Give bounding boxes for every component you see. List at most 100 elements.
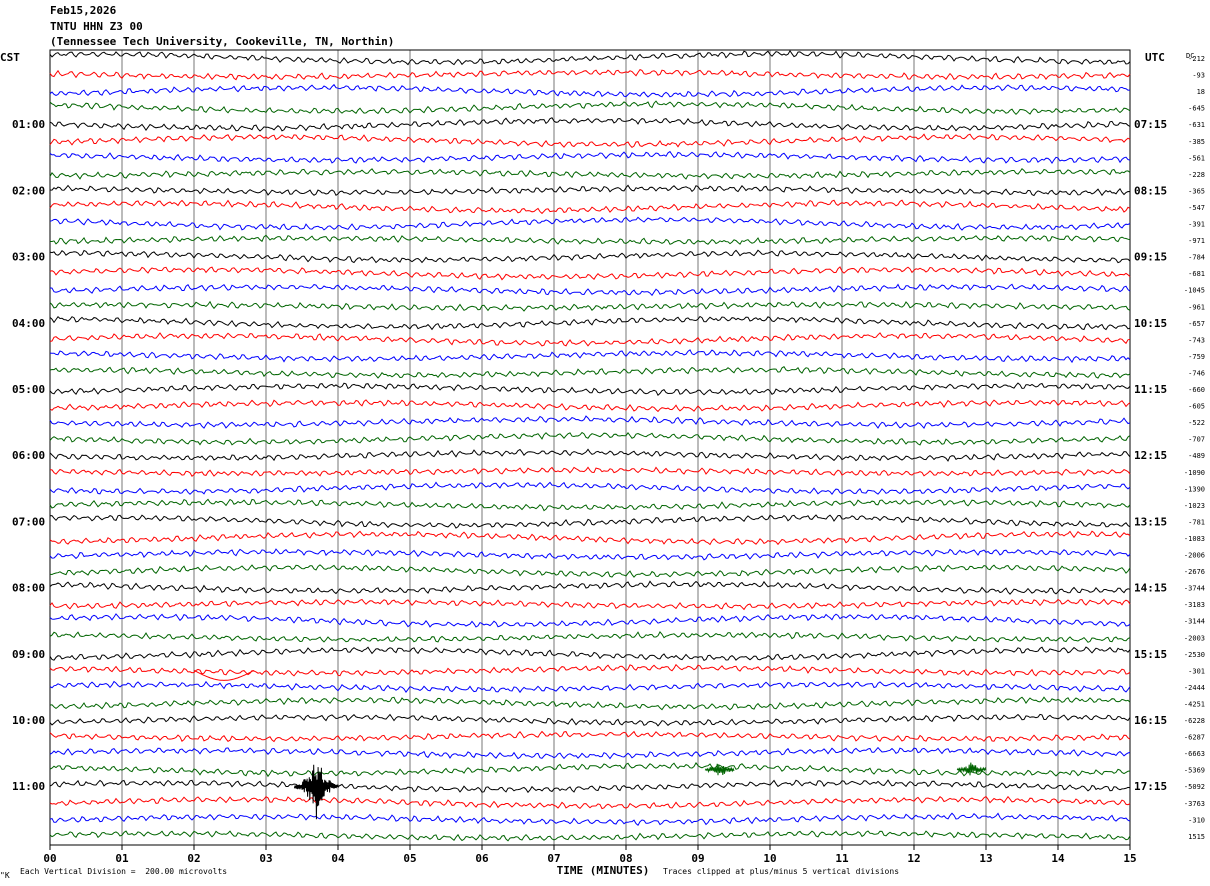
event-signal [956, 762, 987, 776]
seismic-trace [49, 514, 1131, 529]
seismic-trace [49, 382, 1131, 397]
station-location: (Tennessee Tech University, Cookeville, … [50, 35, 395, 48]
seismic-trace [50, 234, 1131, 245]
seismic-trace [49, 431, 1131, 446]
corner-mark: "K [0, 871, 10, 880]
dc-offset-label: -781 [1188, 518, 1205, 526]
seismic-trace [49, 696, 1131, 711]
seismic-trace [49, 548, 1131, 561]
dc-offset-label: -1045 [1184, 287, 1205, 295]
dc-offset-label: -660 [1188, 386, 1205, 394]
x-tick-label: 04 [331, 852, 345, 865]
plot-frame [49, 49, 1131, 846]
x-tick-label: 02 [187, 852, 200, 865]
dc-offset-label: -2530 [1184, 651, 1205, 659]
dc-offset-label: -3744 [1184, 585, 1205, 593]
seismic-trace [49, 746, 1131, 760]
dc-offset-label: -657 [1188, 320, 1205, 328]
x-tick-label: 05 [403, 852, 416, 865]
dc-offset-label: -3144 [1184, 618, 1205, 626]
x-tick-label: 09 [691, 852, 704, 865]
left-hour-label: 01:00 [12, 118, 45, 131]
dc-offset-label: -561 [1188, 154, 1205, 162]
left-hour-label: 07:00 [12, 515, 45, 528]
seismic-trace [49, 68, 1131, 81]
x-axis-title: TIME (MINUTES) [557, 864, 650, 877]
seismic-trace [49, 117, 1131, 132]
dc-offset-label: -385 [1188, 138, 1205, 146]
dc-offset-label: -759 [1188, 353, 1205, 361]
seismic-trace [49, 283, 1131, 297]
x-tick-label: 15 [1123, 852, 1136, 865]
dc-offset-label: -681 [1188, 270, 1205, 278]
scale-note: Each Vertical Division = 200.00 microvol… [20, 867, 228, 876]
clip-note: Traces clipped at plus/minus 5 vertical … [663, 867, 900, 876]
dc-offset-label: -522 [1188, 419, 1205, 427]
dc-offset-label: -1023 [1184, 502, 1205, 510]
seismic-trace [49, 300, 1131, 312]
x-tick-label: 13 [979, 852, 992, 865]
dc-offset-label: -2006 [1184, 552, 1205, 560]
dc-offset-label: -6663 [1184, 750, 1205, 758]
dc-offset-label: -365 [1188, 187, 1205, 195]
seismic-trace [49, 349, 1131, 364]
x-tick-label: 06 [475, 852, 489, 865]
seismic-trace [49, 83, 1131, 98]
seismic-trace [49, 481, 1131, 496]
left-axis-label: CST [0, 51, 20, 64]
dc-offset-label: -391 [1188, 221, 1205, 229]
seismic-trace [49, 49, 1131, 66]
dc-label: DC [1186, 52, 1194, 60]
dc-offset-label: -2676 [1184, 568, 1205, 576]
seismic-trace [49, 730, 1131, 743]
seismic-trace [49, 199, 1131, 215]
right-hour-label: 12:15 [1134, 449, 1167, 462]
seismic-trace [49, 598, 1131, 611]
dc-offset-label: -2444 [1184, 684, 1205, 692]
seismic-trace [49, 415, 1131, 430]
seismic-trace [49, 315, 1131, 331]
dc-offset-label: -784 [1188, 254, 1205, 262]
seismic-trace [49, 646, 1131, 662]
dc-offset-label: -3183 [1184, 601, 1205, 609]
plot-date: Feb15,2026 [50, 4, 117, 17]
right-hour-label: 11:15 [1134, 383, 1167, 396]
right-hour-label: 15:15 [1134, 648, 1167, 661]
x-tick-label: 11 [835, 852, 849, 865]
event-signal [704, 763, 735, 776]
seismic-trace [49, 448, 1131, 462]
left-hour-label: 05:00 [12, 383, 45, 396]
left-hour-label: 04:00 [12, 317, 45, 330]
x-tick-label: 07 [547, 852, 560, 865]
dc-offset-label: -631 [1188, 121, 1205, 129]
seismic-trace [49, 399, 1131, 413]
right-hour-label: 08:15 [1134, 184, 1167, 197]
station-name: TNTU HHN Z3 00 [50, 20, 143, 33]
seismic-trace [49, 830, 1131, 842]
seismic-trace [49, 498, 1131, 512]
left-hour-label: 10:00 [12, 714, 45, 727]
seismic-trace [49, 150, 1131, 165]
x-tick-label: 00 [43, 852, 56, 865]
dc-offset-label: -310 [1188, 816, 1205, 824]
dc-offset-label: -746 [1188, 369, 1205, 377]
x-tick-label: 12 [907, 852, 920, 865]
seismic-trace [49, 795, 1131, 810]
right-hour-label: 14:15 [1134, 582, 1167, 595]
dc-offset-label: -707 [1188, 436, 1205, 444]
dc-offset-label: -5092 [1184, 783, 1205, 791]
dc-offset-label: -212 [1188, 55, 1205, 63]
seismic-trace [49, 266, 1131, 281]
seismic-trace [49, 530, 1131, 546]
x-tick-label: 10 [763, 852, 776, 865]
event-signal [193, 669, 255, 681]
dc-offset-label: -2003 [1184, 634, 1205, 642]
left-hour-label: 08:00 [12, 582, 45, 595]
right-hour-label: 09:15 [1134, 251, 1167, 264]
seismic-trace [49, 580, 1131, 595]
left-hour-label: 02:00 [12, 184, 45, 197]
dc-offset-label: -1090 [1184, 469, 1205, 477]
seismic-trace [49, 184, 1131, 197]
seismic-trace [49, 713, 1131, 727]
seismic-trace [49, 564, 1131, 578]
